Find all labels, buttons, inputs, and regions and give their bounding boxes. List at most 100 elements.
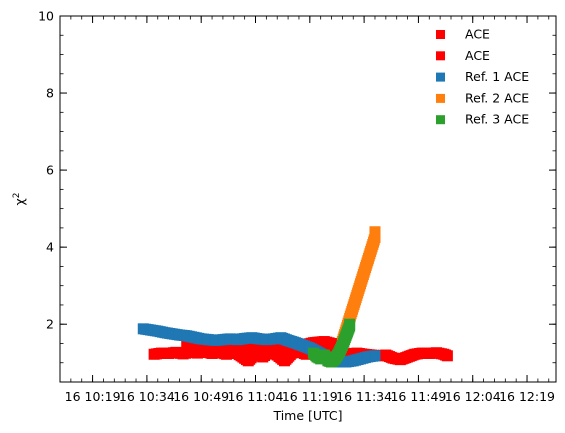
data-point <box>344 348 356 360</box>
data-point <box>206 347 218 359</box>
data-point <box>177 348 189 360</box>
data-point <box>275 341 287 353</box>
legend: ACE ACE Ref. 1 ACE Ref. 2 ACE Ref. 3 ACE <box>436 27 529 127</box>
data-point <box>318 336 330 348</box>
data-point <box>152 325 164 337</box>
data-point <box>394 354 406 366</box>
data-point <box>163 347 175 359</box>
data-point <box>242 341 254 353</box>
data-point <box>170 346 182 358</box>
data-point <box>409 348 421 360</box>
data-point <box>260 334 272 346</box>
data-point <box>402 351 414 363</box>
legend-label: Ref. 1 ACE <box>465 69 529 84</box>
data-point <box>210 334 222 346</box>
data-point <box>318 349 330 361</box>
data-point <box>271 349 283 361</box>
legend-marker <box>436 30 445 39</box>
data-point <box>181 330 193 342</box>
legend-label: Ref. 2 ACE <box>465 90 529 105</box>
y-axis-label-superscript: 2 <box>12 193 22 199</box>
legend-marker <box>436 72 445 82</box>
data-point <box>253 342 265 354</box>
data-point <box>340 356 352 368</box>
data-point <box>239 332 251 344</box>
y-axis-label-main: χ <box>12 198 27 205</box>
data-point <box>148 348 160 360</box>
data-point <box>235 350 247 362</box>
data-point <box>365 243 377 255</box>
data-point <box>278 355 290 367</box>
data-point <box>344 312 356 324</box>
data-point <box>289 337 301 349</box>
data-point <box>195 333 207 345</box>
data-point <box>441 350 453 362</box>
data-point <box>362 255 374 267</box>
data-point <box>188 331 200 343</box>
data-point <box>286 347 298 359</box>
data-point <box>242 355 254 367</box>
data-point <box>344 318 356 330</box>
data-point <box>347 355 359 367</box>
data-point <box>137 323 149 335</box>
y-tick-label: 2 <box>46 317 54 332</box>
x-tick-label: 16 10:34 <box>119 389 175 404</box>
data-point <box>192 347 204 359</box>
data-point <box>173 329 185 341</box>
data-point <box>264 339 276 351</box>
data-point <box>155 347 167 359</box>
data-point <box>188 339 200 351</box>
plot-frame <box>59 15 557 383</box>
data-point <box>333 347 345 359</box>
data-point <box>282 334 294 346</box>
data-point <box>184 346 196 358</box>
data-point <box>380 349 392 361</box>
data-point <box>351 289 363 301</box>
data-point <box>355 353 366 365</box>
y-tick-label: 6 <box>46 163 54 178</box>
data-point <box>159 327 171 339</box>
data-point <box>340 330 352 342</box>
x-tick-label: 16 10:19 <box>65 389 121 404</box>
data-point <box>217 334 229 346</box>
data-point <box>224 333 236 345</box>
data-point <box>297 339 309 351</box>
x-tick-label: 16 12:19 <box>499 389 555 404</box>
data-point <box>145 324 157 336</box>
data-point <box>275 332 287 344</box>
data-point <box>369 232 381 244</box>
data-point <box>355 278 366 290</box>
data-point <box>231 334 243 346</box>
chart-marks <box>137 226 453 368</box>
data-point <box>246 332 258 344</box>
data-point <box>336 339 348 351</box>
data-point <box>253 333 265 345</box>
data-point <box>387 352 399 364</box>
x-tick-label: 16 11:04 <box>228 389 284 404</box>
data-point <box>369 350 381 362</box>
series-4 <box>307 318 356 368</box>
data-point <box>199 341 211 353</box>
legend-marker <box>436 51 445 61</box>
y-axis-label: χ2 <box>12 193 27 206</box>
data-point <box>358 266 370 278</box>
y-tick-label: 4 <box>46 240 54 255</box>
legend-marker <box>436 93 445 103</box>
data-point <box>257 351 269 363</box>
data-point <box>221 341 233 353</box>
legend-label: ACE <box>465 48 490 63</box>
data-point <box>362 351 374 363</box>
x-tick-label: 16 11:49 <box>390 389 446 404</box>
data-point <box>181 338 193 350</box>
legend-label: Ref. 3 ACE <box>465 112 529 127</box>
data-point <box>431 347 443 359</box>
x-tick-label: 16 11:34 <box>336 389 392 404</box>
data-point <box>423 347 435 359</box>
data-point <box>268 333 280 345</box>
x-tick-label: 16 11:19 <box>282 389 338 404</box>
x-tick-label: 16 10:49 <box>173 389 229 404</box>
data-point <box>166 328 178 340</box>
data-point <box>347 301 359 313</box>
